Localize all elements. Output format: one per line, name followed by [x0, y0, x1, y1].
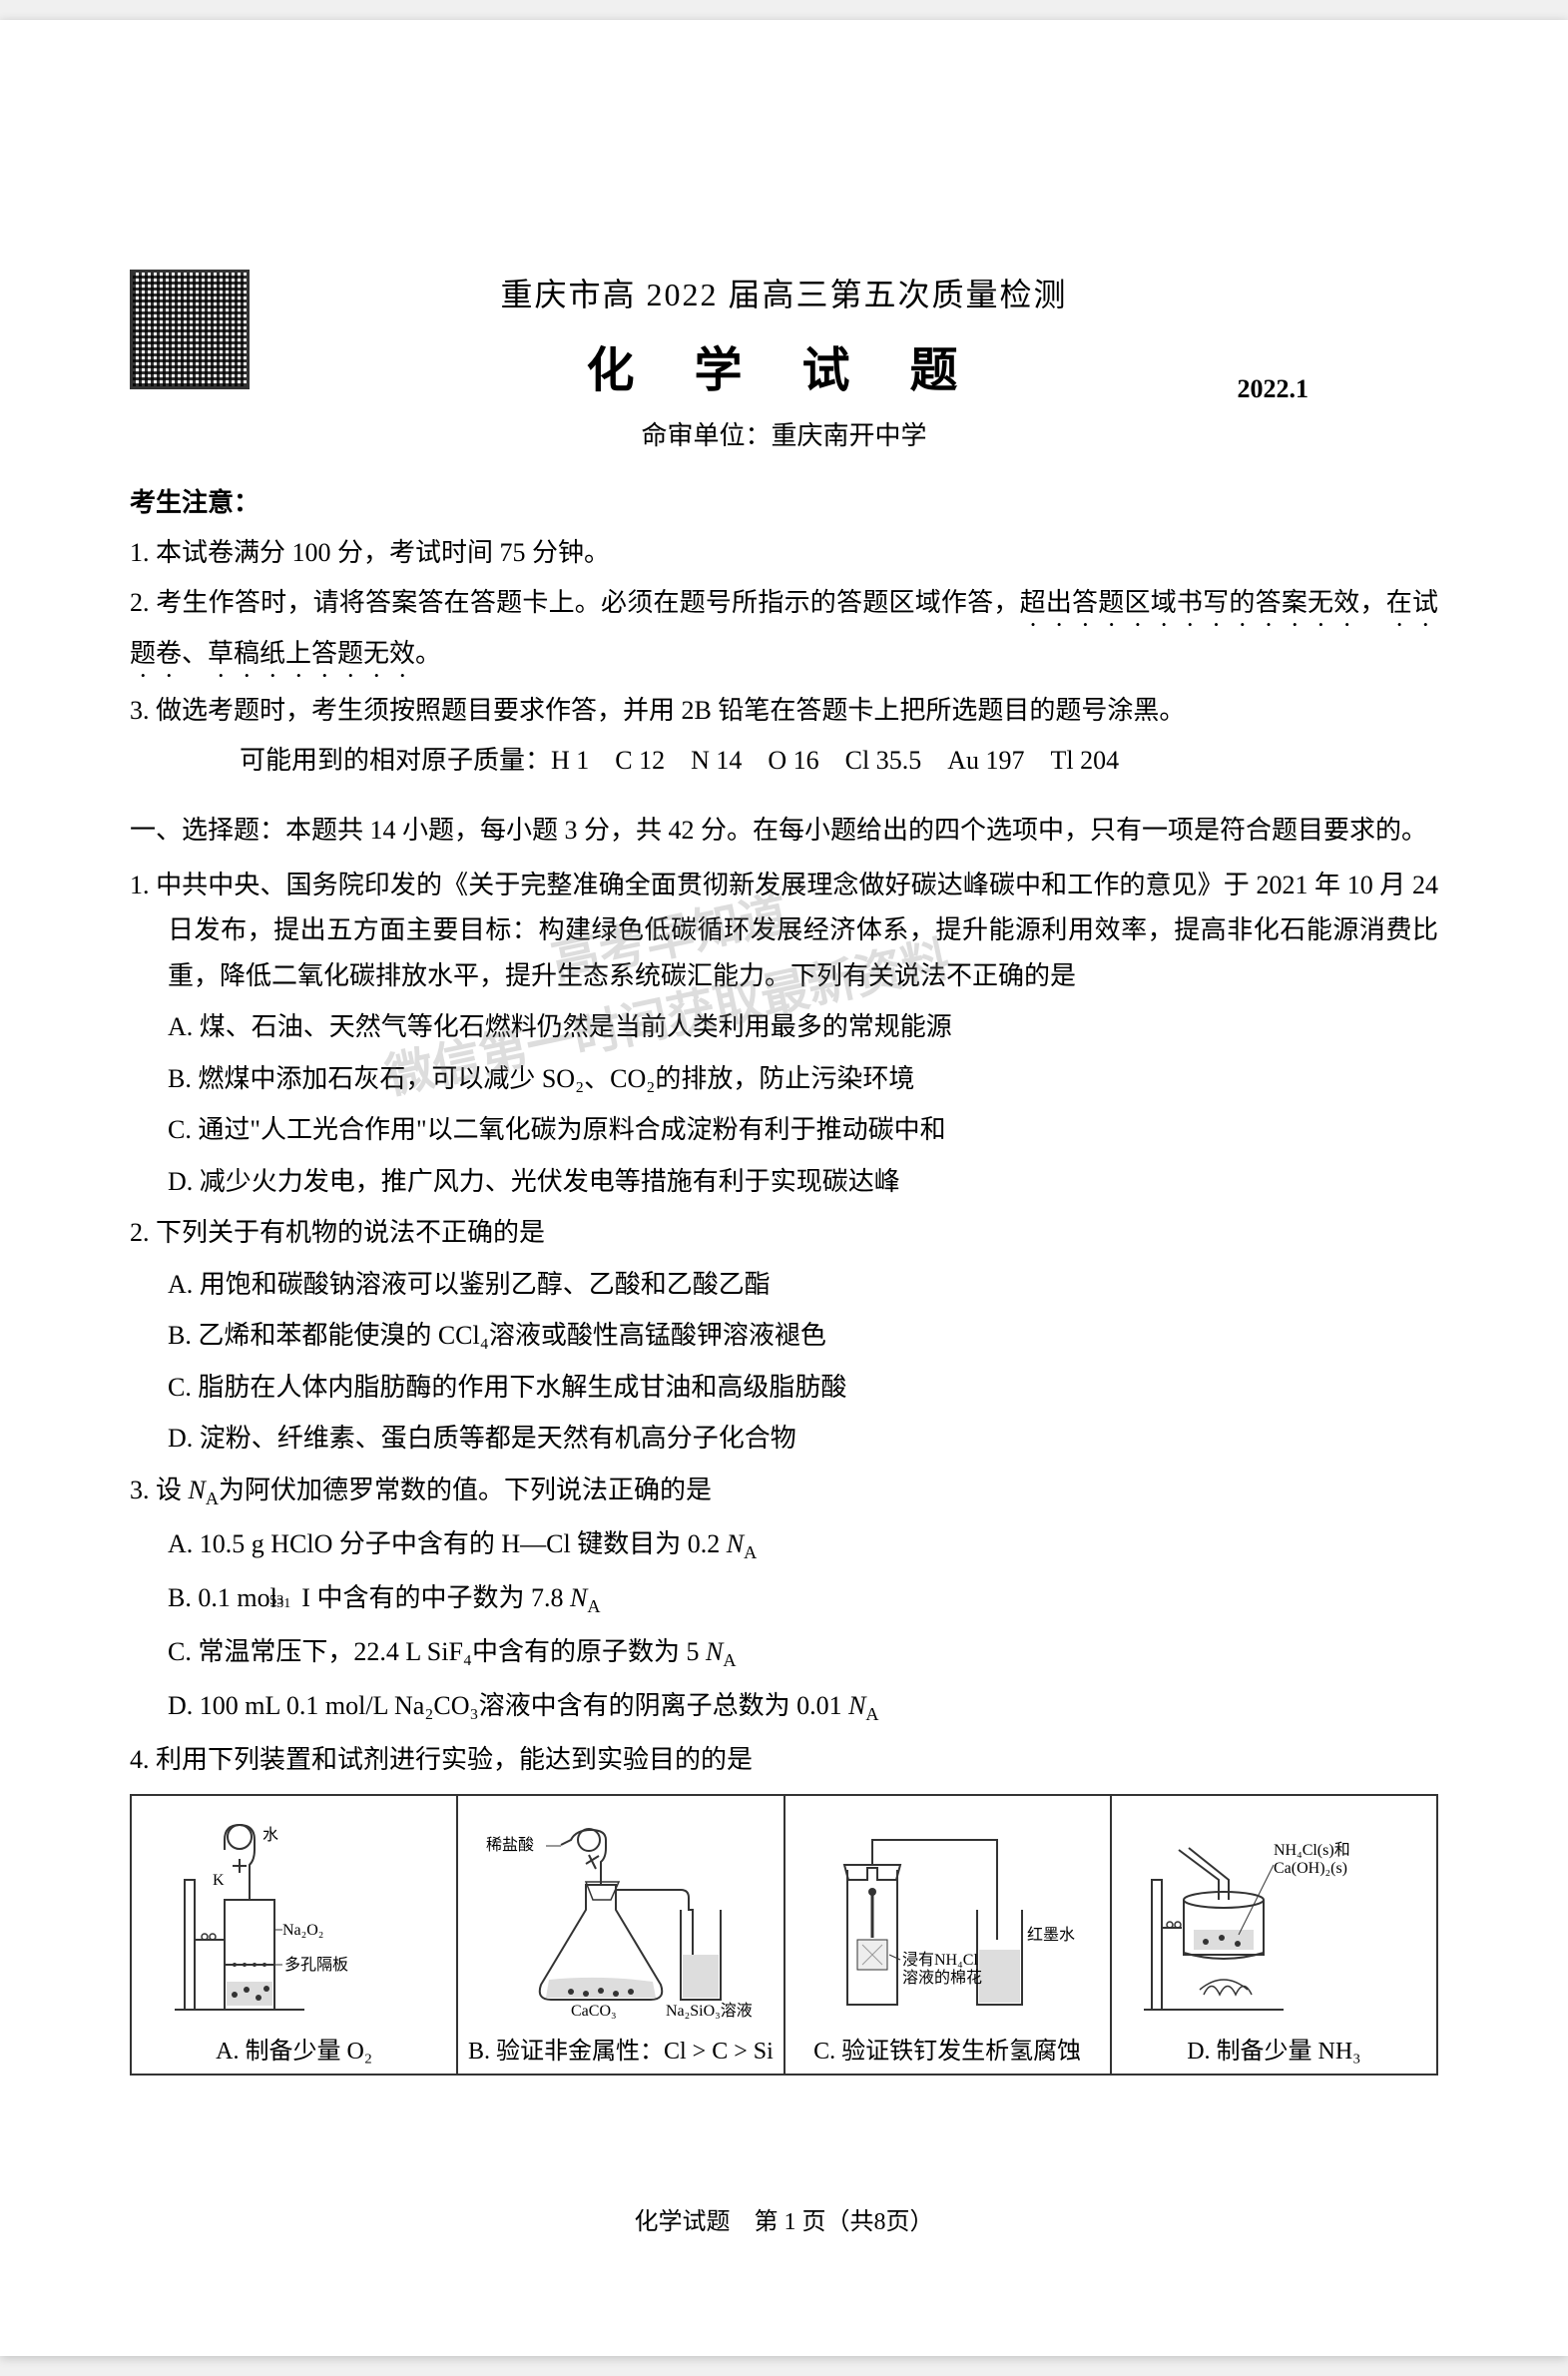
caption-a: A. 制备少量 O₂	[140, 2025, 448, 2066]
q1-option-c: C. 通过"人工光合作用"以二氧化碳为原料合成淀粉有利于推动碳中和	[130, 1107, 1438, 1153]
caption-d: D. 制备少量 NH₃	[1120, 2025, 1428, 2066]
cell-b: 稀盐酸 CaCO₃ Na₂SiO₃溶液 B. 验证非金属性：Cl > C > S…	[457, 1795, 784, 2075]
q1-option-a: A. 煤、石油、天然气等化石燃料仍然是当前人类利用最多的常规能源	[130, 1004, 1438, 1050]
q3a-pre: A. 10.5 g HClO 分子中含有的 H—Cl 键数目为 0.2	[168, 1529, 727, 1558]
q2-option-d: D. 淀粉、纤维素、蛋白质等都是天然有机高分子化合物	[130, 1416, 1438, 1462]
notice-2-mid: ，	[1360, 588, 1386, 617]
label-na2sio3: Na₂SiO₃溶液	[666, 2002, 753, 2020]
cell-d: NH₄Cl(s)和 Ca(OH)₂(s) D. 制备少量 NH₃	[1111, 1795, 1437, 2075]
q3-stem-pre: 3. 设	[130, 1476, 189, 1504]
q3-na: N	[189, 1476, 206, 1504]
notice-item-2: 2. 考生作答时，请将答案答在答题卡上。必须在题号所指示的答题区域作答，超出答题…	[130, 581, 1438, 683]
notice-2-end: 。	[415, 639, 441, 668]
apparatus-d-svg: NH₄Cl(s)和 Ca(OH)₂(s)	[1124, 1810, 1423, 2020]
q3d-pre: D. 100 mL 0.1 mol/L Na₂CO₃溶液中含有的阴离子总数为 0…	[168, 1691, 848, 1720]
notice-heading: 考生注意：	[130, 482, 1438, 519]
label-acid: 稀盐酸	[486, 1836, 534, 1854]
q2-option-c: C. 脂肪在人体内脂肪酶的作用下水解生成甘油和高级脂肪酸	[130, 1365, 1438, 1411]
label-cotton-1: 浸有NH₄Cl	[902, 1951, 978, 1969]
label-board: 多孔隔板	[284, 1956, 348, 1974]
label-k: K	[213, 1872, 225, 1889]
caption-c: C. 验证铁钉发生析氢腐蚀	[793, 2025, 1102, 2066]
q3-stem: 3. 设 NA为阿伏加德罗常数的值。下列说法正确的是	[130, 1468, 1438, 1515]
q2-option-b: B. 乙烯和苯都能使溴的 CCl₄溶液或酸性高锰酸钾溶液褪色	[130, 1313, 1438, 1359]
q3b-sub: A	[587, 1596, 600, 1616]
apparatus-c-svg: 红墨水 浸有NH₄Cl 溶液的棉花	[797, 1810, 1097, 2020]
q2-option-a: A. 用饱和碳酸钠溶液可以鉴别乙醇、乙酸和乙酸乙酯	[130, 1262, 1438, 1308]
main-title: 重庆市高 2022 届高三第五次质量检测	[130, 270, 1438, 315]
label-reagent-2: Ca(OH)₂(s)	[1274, 1860, 1347, 1877]
q3-option-c: C. 常温常压下，22.4 L SiF₄中含有的原子数为 5 NA	[130, 1629, 1438, 1677]
q3-stem-post: 为阿伏加德罗常数的值。下列说法正确的是	[219, 1476, 712, 1504]
label-reagent-1: NH₄Cl(s)和	[1274, 1841, 1350, 1859]
label-water: 水	[262, 1826, 278, 1844]
exam-page: 重庆市高 2022 届高三第五次质量检测 化 学 试 题 2022.1 命审单位…	[0, 20, 1568, 2356]
q1-option-d: D. 减少火力发电，推广风力、光伏发电等措施有利于实现碳达峰	[130, 1159, 1438, 1205]
caption-b: B. 验证非金属性：Cl > C > Si	[466, 2025, 775, 2066]
q3c-na: N	[706, 1637, 723, 1666]
q1-option-b: B. 燃煤中添加石灰石，可以减少 SO₂、CO₂的排放，防止污染环境	[130, 1056, 1438, 1102]
cell-a: 水 K Na₂O₂ 多孔隔板 A. 制备少量 O₂	[131, 1795, 457, 2075]
label-caco3: CaCO₃	[571, 2003, 617, 2020]
q3b-pre: B. 0.1 mol	[168, 1583, 283, 1612]
header: 重庆市高 2022 届高三第五次质量检测 化 学 试 题 2022.1 命审单位…	[130, 270, 1438, 452]
notice-2-pre: 2. 考生作答时，请将答案答在答题卡上。必须在题号所指示的答题区域作答，	[130, 588, 1020, 617]
q3b-post: 中含有的中子数为 7.8	[310, 1583, 570, 1612]
notice-item-1: 1. 本试卷满分 100 分，考试时间 75 分钟。	[130, 531, 1438, 575]
q4-stem: 4. 利用下列装置和试剂进行实验，能达到实验目的的是	[130, 1737, 1438, 1783]
q3c-pre: C. 常温常压下，22.4 L SiF₄中含有的原子数为 5	[168, 1637, 706, 1666]
label-ink: 红墨水	[1027, 1926, 1075, 1944]
q1-stem: 1. 中共中央、国务院印发的《关于完整准确全面贯彻新发展理念做好碳达峰碳中和工作…	[130, 863, 1438, 999]
section-1-heading: 一、选择题：本题共 14 小题，每小题 3 分，共 42 分。在每小题给出的四个…	[130, 809, 1438, 853]
q3a-na: N	[727, 1529, 744, 1558]
q3d-na: N	[848, 1691, 865, 1720]
atomic-mass-line: 可能用到的相对原子质量：H 1 C 12 N 14 O 16 Cl 35.5 A…	[130, 739, 1438, 783]
exam-date: 2022.1	[1238, 374, 1309, 404]
apparatus-b-svg: 稀盐酸 CaCO₃ Na₂SiO₃溶液	[471, 1810, 771, 2020]
label-cotton-2: 溶液的棉花	[902, 1969, 982, 1987]
q3-option-a: A. 10.5 g HClO 分子中含有的 H—Cl 键数目为 0.2 NA	[130, 1521, 1438, 1569]
notice-2-dot1: 超出答题区域书写的答案无效	[1020, 588, 1360, 617]
apparatus-a-svg: 水 K Na₂O₂ 多孔隔板	[155, 1810, 434, 2020]
q3-option-d: D. 100 mL 0.1 mol/L Na₂CO₃溶液中含有的阴离子总数为 0…	[130, 1683, 1438, 1731]
q3b-na: N	[570, 1583, 587, 1612]
q3a-sub: A	[744, 1542, 757, 1562]
page-footer: 化学试题 第 1 页（共8页）	[0, 2201, 1568, 2236]
qr-code-icon	[130, 270, 250, 389]
q3c-sub: A	[723, 1650, 736, 1670]
examiner-unit: 命审单位：重庆南开中学	[130, 415, 1438, 452]
q3d-sub: A	[865, 1704, 878, 1724]
apparatus-table: 水 K Na₂O₂ 多孔隔板 A. 制备少量 O₂	[130, 1794, 1438, 2076]
q2-stem: 2. 下列关于有机物的说法不正确的是	[130, 1210, 1438, 1256]
q3b-el: I	[301, 1583, 310, 1612]
q3-sub-a: A	[206, 1488, 219, 1508]
cell-c: 红墨水 浸有NH₄Cl 溶液的棉花 C. 验证铁钉发生析氢腐蚀	[784, 1795, 1111, 2075]
q3-option-b: B. 0.1 mol 13153I 中含有的中子数为 7.8 NA	[130, 1575, 1438, 1623]
notice-item-3: 3. 做选考题时，考生须按照题目要求作答，并用 2B 铅笔在答题卡上把所选题目的…	[130, 689, 1438, 733]
label-na2o2: Na₂O₂	[282, 1922, 323, 1939]
